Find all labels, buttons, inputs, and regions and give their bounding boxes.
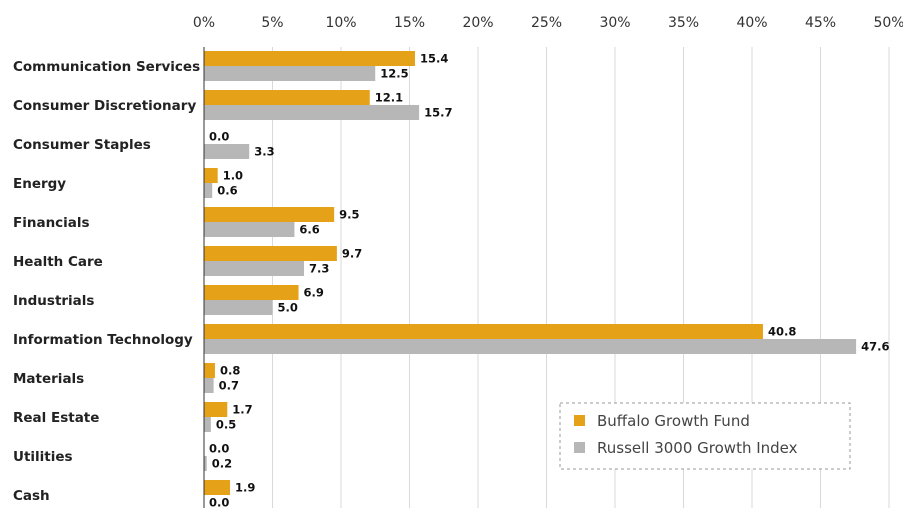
legend-swatch-index xyxy=(574,442,585,453)
bar-index xyxy=(204,144,250,159)
category-label: Utilities xyxy=(13,449,73,465)
category-label: Real Estate xyxy=(13,410,99,426)
gridlines xyxy=(272,47,890,508)
value-label: 0.5 xyxy=(216,418,236,432)
category-label: Communication Services xyxy=(13,59,200,75)
value-label: 9.7 xyxy=(342,247,362,261)
category-label: Industrials xyxy=(13,293,94,309)
bars xyxy=(204,51,857,495)
bar-fund xyxy=(204,480,231,495)
value-label: 6.9 xyxy=(304,286,324,300)
category-label: Cash xyxy=(13,488,50,504)
x-tick-label: 50% xyxy=(873,15,903,31)
value-label: 15.4 xyxy=(420,52,448,66)
value-label: 0.0 xyxy=(209,442,229,456)
x-tick-label: 5% xyxy=(261,15,283,31)
category-label: Health Care xyxy=(13,254,103,270)
bar-index xyxy=(204,300,273,315)
bar-index xyxy=(204,261,305,276)
value-label: 5.0 xyxy=(278,301,298,315)
x-axis-tick-labels: 0% 5% 10% 15% 20% 25% 30% 35% 40% 45% 50% xyxy=(193,15,903,31)
x-tick-label: 0% xyxy=(193,15,215,31)
value-label: 0.8 xyxy=(220,364,240,378)
value-label: 1.9 xyxy=(235,481,255,495)
bar-fund xyxy=(204,363,215,378)
x-tick-label: 15% xyxy=(394,15,425,31)
bar-fund xyxy=(204,207,335,222)
value-label: 6.6 xyxy=(299,223,319,237)
x-tick-label: 30% xyxy=(599,15,630,31)
legend-box xyxy=(559,402,851,470)
value-label: 12.1 xyxy=(375,91,403,105)
value-label: 12.5 xyxy=(380,67,408,81)
bar-index xyxy=(204,378,214,393)
bar-fund xyxy=(204,285,299,300)
bar-fund xyxy=(204,324,763,339)
value-label: 3.3 xyxy=(254,145,274,159)
value-label: 0.2 xyxy=(212,457,232,471)
legend-label-index: Russell 3000 Growth Index xyxy=(597,439,798,457)
bar-index xyxy=(204,66,376,81)
bar-index xyxy=(204,183,213,198)
category-label: Consumer Discretionary xyxy=(13,98,196,114)
value-label: 15.7 xyxy=(424,106,452,120)
bar-fund xyxy=(204,90,370,105)
value-label: 0.6 xyxy=(217,184,237,198)
category-label: Information Technology xyxy=(13,332,193,348)
value-label: 40.8 xyxy=(768,325,796,339)
value-labels: 15.4 12.5 12.1 15.7 0.0 3.3 1.00.6 9.5 6.6 9.7 7.3… xyxy=(209,52,889,508)
bar-index xyxy=(204,456,207,471)
value-label: 7.3 xyxy=(309,262,329,276)
value-label: 0.7 xyxy=(219,379,239,393)
x-tick-label: 25% xyxy=(531,15,562,31)
bar-index xyxy=(204,105,420,120)
value-label: 0.0 xyxy=(209,130,229,144)
value-label: 47.6 xyxy=(861,340,889,354)
bar-fund xyxy=(204,402,228,417)
x-tick-label: 20% xyxy=(462,15,493,31)
legend-swatch-fund xyxy=(574,415,585,426)
x-tick-label: 45% xyxy=(805,15,836,31)
value-label: 9.5 xyxy=(339,208,359,222)
category-label: Materials xyxy=(13,371,84,387)
bar-index xyxy=(204,222,295,237)
category-label: Energy xyxy=(13,176,66,192)
value-label: 1.7 xyxy=(232,403,252,417)
category-labels: Communication Services Consumer Discretio… xyxy=(13,59,200,504)
legend-label-fund: Buffalo Growth Fund xyxy=(597,412,750,430)
bar-fund xyxy=(204,51,415,66)
category-label: Financials xyxy=(13,215,90,231)
value-label: 1.0 xyxy=(223,169,243,183)
bar-index xyxy=(204,417,211,432)
bar-index xyxy=(204,339,857,354)
x-tick-label: 40% xyxy=(736,15,767,31)
category-label: Consumer Staples xyxy=(13,137,151,153)
bar-fund xyxy=(204,168,218,183)
x-tick-label: 10% xyxy=(325,15,356,31)
bar-fund xyxy=(204,246,337,261)
x-tick-label: 35% xyxy=(668,15,699,31)
value-label: 0.0 xyxy=(209,496,229,508)
legend: Buffalo Growth Fund Russell 3000 Growth … xyxy=(559,402,851,470)
